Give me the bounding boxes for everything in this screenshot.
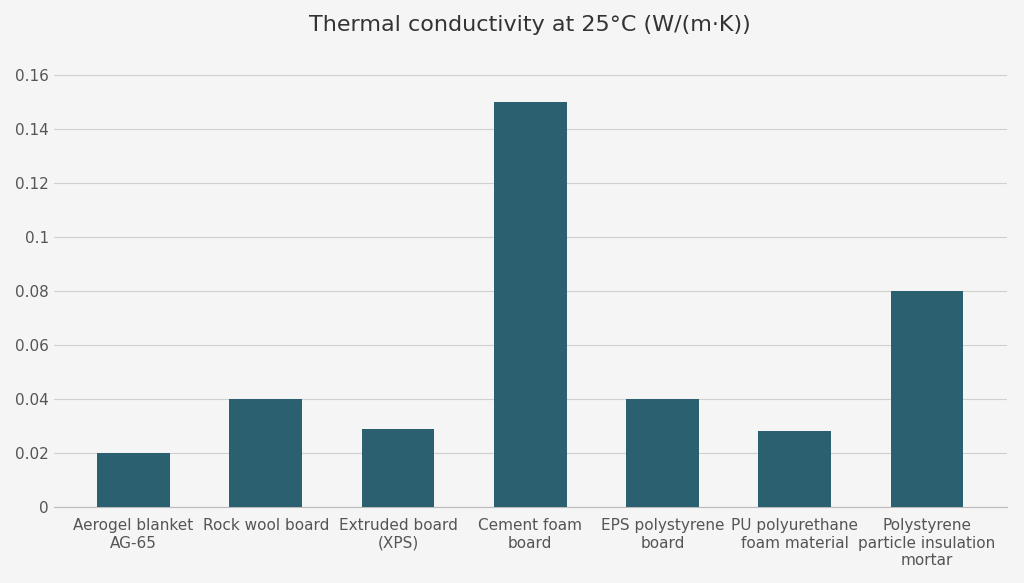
Bar bbox=[97, 453, 170, 507]
Bar bbox=[626, 399, 699, 507]
Bar bbox=[494, 101, 566, 507]
Title: Thermal conductivity at 25°C (W/(m·K)): Thermal conductivity at 25°C (W/(m·K)) bbox=[309, 15, 752, 35]
Bar bbox=[759, 431, 831, 507]
Bar bbox=[361, 429, 434, 507]
Bar bbox=[891, 291, 964, 507]
Bar bbox=[229, 399, 302, 507]
